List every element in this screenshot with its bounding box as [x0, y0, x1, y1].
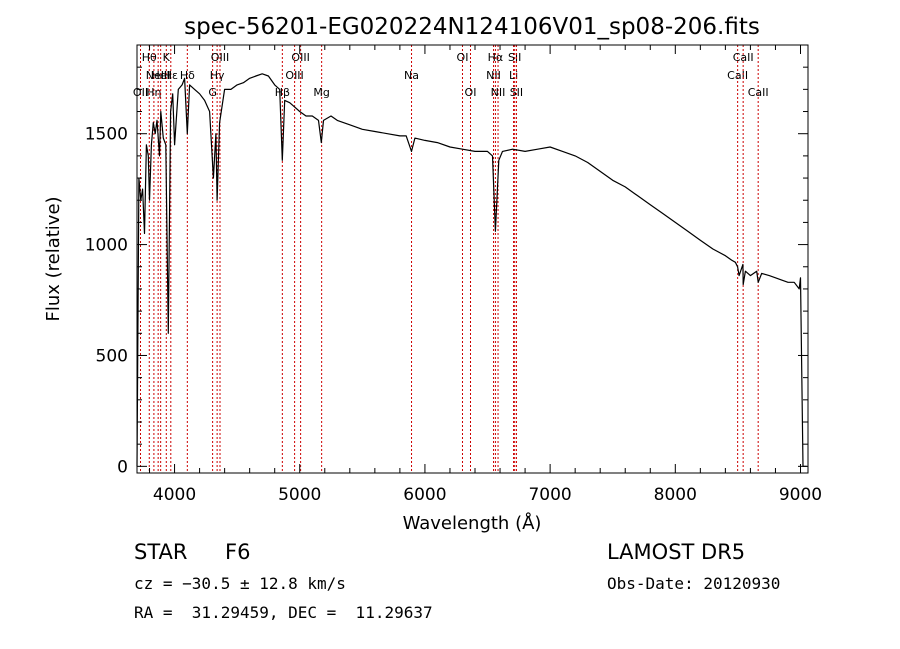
y-tick-label: 0 — [117, 457, 128, 477]
survey-name: LAMOST DR5 — [607, 540, 746, 564]
marker-label: G — [208, 86, 217, 99]
marker-label: Hδ — [180, 69, 195, 82]
object-class: STAR — [134, 540, 188, 564]
marker-label: OIII — [211, 51, 229, 64]
plot-frame — [136, 44, 809, 474]
y-tick-label: 500 — [96, 346, 128, 366]
x-tick-label: 7000 — [528, 485, 571, 505]
coordinates: RA = 31.29459, DEC = 11.29637 — [134, 603, 433, 622]
marker-label: Hθ — [142, 51, 157, 64]
x-tick-label: 6000 — [403, 485, 446, 505]
marker-label: Hε — [164, 69, 178, 82]
marker-label: Mg — [313, 86, 329, 99]
marker-label: CaII — [748, 86, 769, 99]
y-tick-label: 1000 — [85, 236, 128, 256]
marker-label: OIII — [285, 69, 303, 82]
x-tick-label: 9000 — [779, 485, 822, 505]
marker-label: Hγ — [210, 69, 225, 82]
marker-label: Li — [509, 69, 518, 82]
observation-date: Obs-Date: 20120930 — [607, 574, 781, 593]
marker-label: OI — [465, 86, 477, 99]
marker-label: OIII — [291, 51, 309, 64]
spectrum-line — [136, 73, 807, 467]
marker-label: SII — [510, 86, 523, 99]
marker-label: NII — [491, 86, 506, 99]
x-tick-label: 8000 — [654, 485, 697, 505]
spectrum-chart: spec-56201-EG020224N124106V01_sp08-206.f… — [43, 14, 822, 534]
redshift-velocity: cz = −30.5 ± 12.8 km/s — [134, 574, 346, 593]
marker-label: OI — [457, 51, 469, 64]
axes: 4000 5000 6000 7000 8000 9000 0 500 1000 1500 — [85, 45, 822, 505]
y-tick-label: 1500 — [85, 125, 128, 145]
marker-label: HeI — [152, 69, 170, 82]
y-axis-label: Flux (relative) — [43, 196, 64, 321]
marker-label: Hβ — [275, 86, 290, 99]
marker-label: NeIII — [146, 69, 171, 82]
marker-label: Na — [404, 69, 419, 82]
marker-label: NII — [486, 69, 501, 82]
marker-label: K — [163, 51, 171, 64]
x-axis-label: Wavelength (Å) — [403, 512, 542, 534]
marker-label: CaII — [727, 69, 748, 82]
marker-label: CaII — [733, 51, 754, 64]
marker-label: SII — [508, 51, 521, 64]
marker-label: Hα — [488, 51, 504, 64]
object-subclass: F6 — [225, 540, 251, 564]
marker-label: Hη — [146, 86, 161, 99]
chart-title: spec-56201-EG020224N124106V01_sp08-206.f… — [184, 14, 760, 40]
x-tick-label: 4000 — [153, 485, 196, 505]
x-tick-label: 5000 — [278, 485, 321, 505]
